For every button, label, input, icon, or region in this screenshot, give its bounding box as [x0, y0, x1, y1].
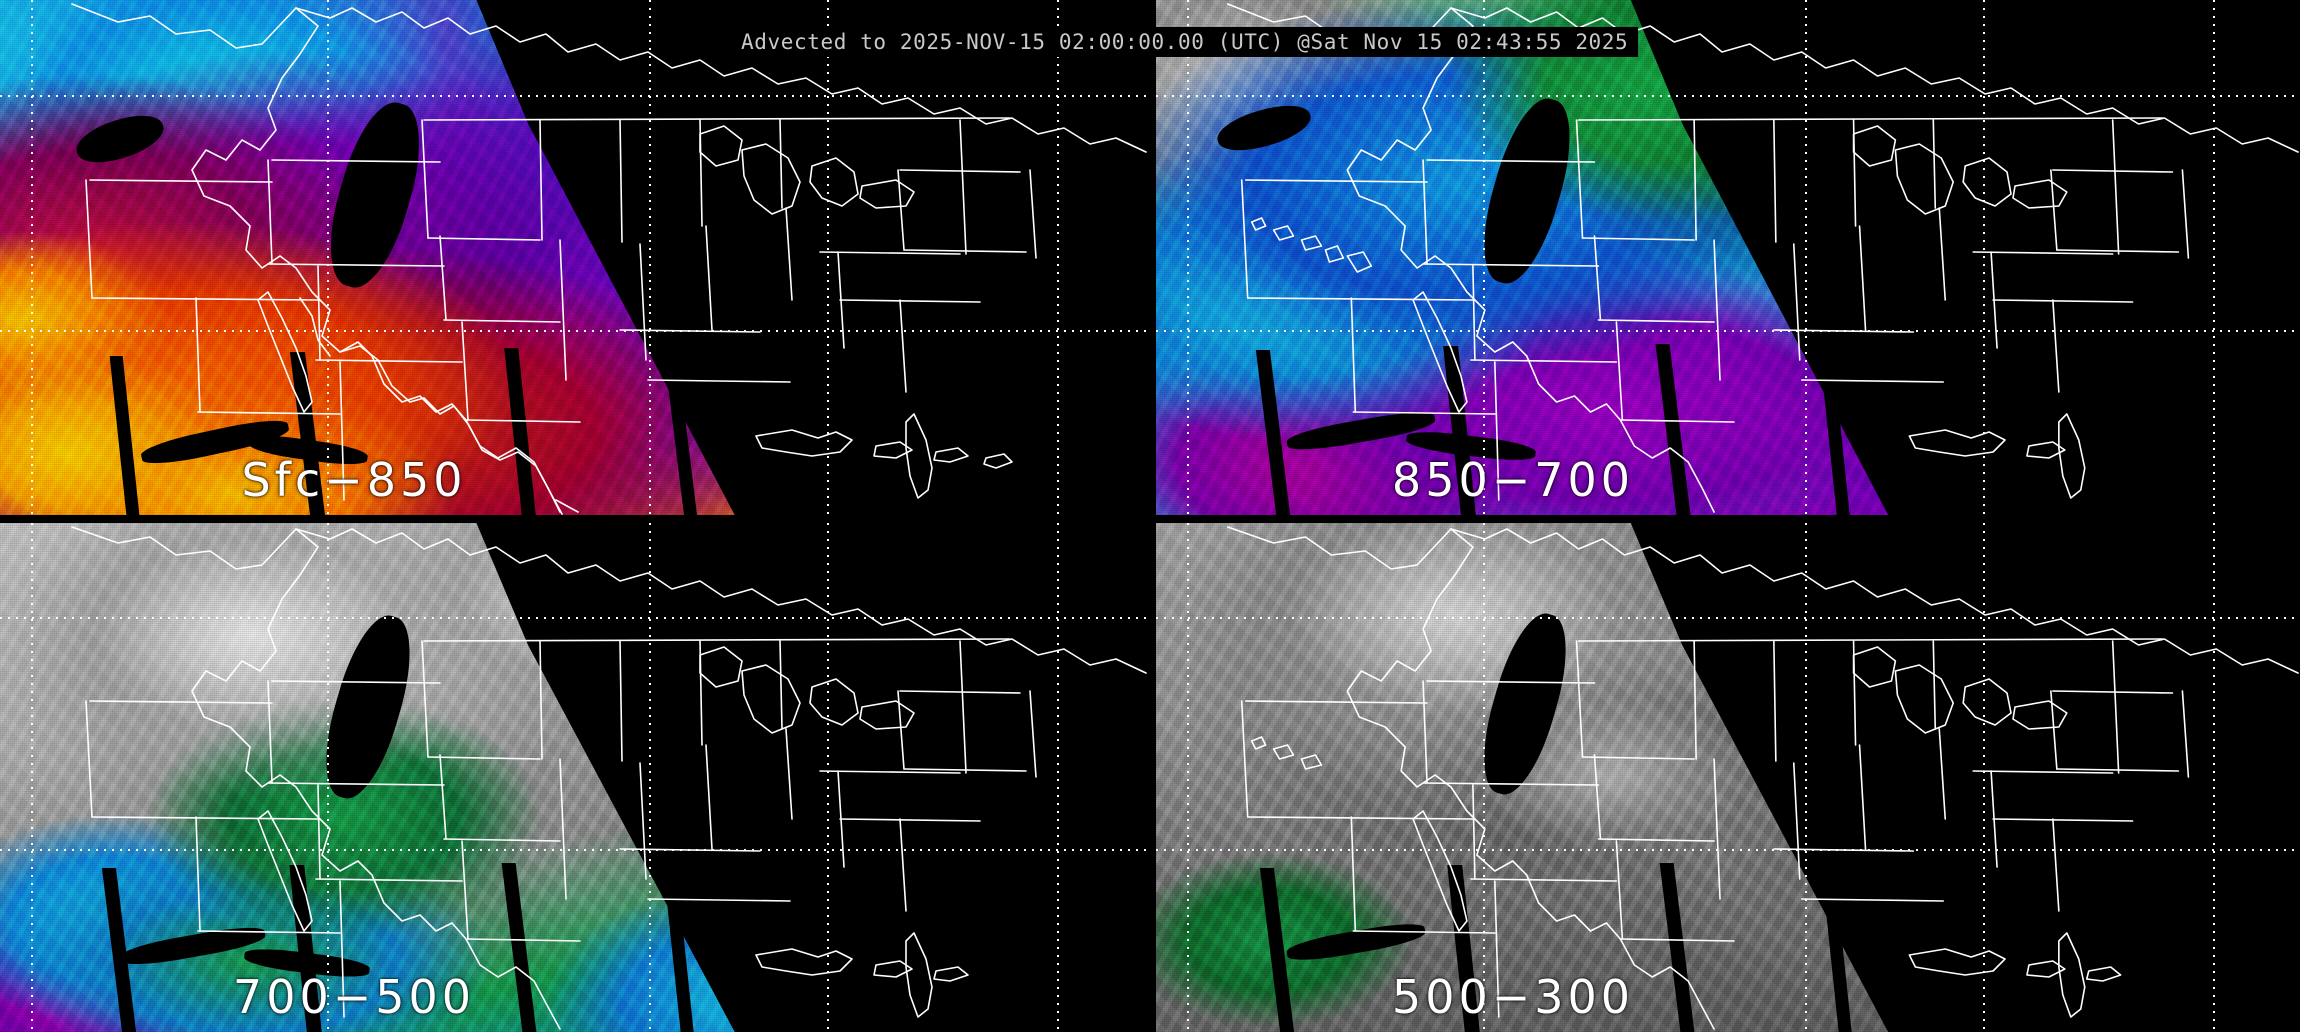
caribbean-islands — [1909, 949, 2120, 981]
mexico-central-america — [300, 298, 562, 514]
hawaiian-islands — [1252, 737, 1322, 769]
north-america-coastline — [72, 4, 1146, 512]
panel-image-850-700 — [1156, 0, 2300, 515]
florida-peninsula — [906, 414, 932, 498]
us-state-borders — [86, 639, 1036, 1017]
north-america-coastline — [72, 527, 1146, 1029]
panel-image-700-500 — [0, 523, 1148, 1032]
us-state-borders — [1242, 639, 2189, 1017]
panel-divider-horizontal — [0, 515, 2300, 523]
panel-image-500-300 — [1156, 523, 2300, 1032]
map-overlay-sfc-850 — [0, 0, 1148, 515]
caribbean-islands — [1909, 430, 2064, 458]
baja-california — [258, 811, 312, 931]
florida-peninsula — [906, 933, 932, 1017]
baja-california — [1413, 292, 1467, 412]
panel-850-700[interactable]: 850−700 — [1156, 0, 2300, 515]
great-lakes — [700, 126, 914, 214]
great-lakes — [1854, 647, 2067, 733]
north-america-coastline — [1228, 4, 2298, 512]
great-lakes — [700, 647, 914, 733]
hawaiian-islands — [1252, 218, 1372, 272]
baja-california — [258, 292, 312, 412]
map-overlay-850-700 — [1156, 0, 2300, 515]
map-overlay-700-500 — [0, 523, 1148, 1032]
caribbean-islands — [756, 949, 968, 981]
caribbean-islands — [756, 430, 1012, 468]
panel-label-500-300: 500−300 — [1391, 970, 1635, 1024]
panel-label-700-500: 700−500 — [232, 970, 476, 1024]
panel-700-500[interactable]: 700−500 — [0, 523, 1148, 1032]
panel-label-sfc-850: Sfc−850 — [241, 453, 467, 507]
florida-peninsula — [2059, 933, 2085, 1017]
map-overlay-500-300 — [1156, 523, 2300, 1032]
florida-peninsula — [2059, 414, 2085, 498]
panel-sfc-850[interactable]: Sfc−850 — [0, 0, 1148, 515]
baja-california — [1413, 811, 1467, 931]
panel-label-850-700: 850−700 — [1391, 453, 1635, 507]
great-lakes — [1854, 126, 2067, 214]
north-america-coastline — [1228, 527, 2298, 1029]
panel-500-300[interactable]: 500−300 — [1156, 523, 2300, 1032]
panel-image-sfc-850 — [0, 0, 1148, 515]
timestamp-title-bar: Advected to 2025-NOV-15 02:00:00.00 (UTC… — [731, 27, 1639, 57]
